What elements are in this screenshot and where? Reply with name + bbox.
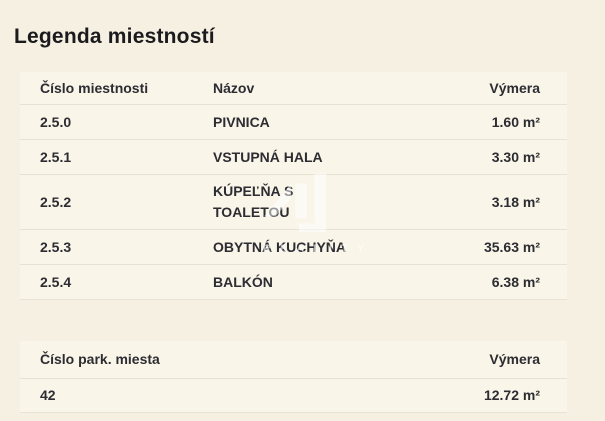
rooms-table-header-row: Číslo miestnosti Názov Výmera xyxy=(20,72,567,105)
table-row: 2.5.2 KÚPEĽŇA S TOALETOU 3.18 m² xyxy=(20,175,567,230)
parking-area: 12.72 m² xyxy=(483,387,540,403)
room-area: 3.30 m² xyxy=(491,148,540,165)
room-name: OBYTNÁ KUCHYŇA xyxy=(213,238,346,255)
parking-number: 42 xyxy=(40,387,56,403)
header-parking-number: Číslo park. miesta xyxy=(40,351,160,367)
parking-table-header-row: Číslo park. miesta Výmera xyxy=(20,341,567,379)
room-area: 35.63 m² xyxy=(483,238,540,255)
room-name: BALKÓN xyxy=(213,273,273,290)
header-room-name: Názov xyxy=(213,79,255,96)
room-number: 2.5.0 xyxy=(40,113,72,130)
room-name: KÚPEĽŇA S TOALETOU xyxy=(213,183,294,220)
parking-table: Číslo park. miesta Výmera 42 12.72 m² xyxy=(20,341,567,413)
rooms-table: Číslo miestnosti Názov Výmera 2.5.0 PIVN… xyxy=(20,72,567,300)
page-title: Legenda miestností xyxy=(14,25,215,48)
header-room-area: Výmera xyxy=(489,79,540,96)
table-row: 42 12.72 m² xyxy=(20,379,567,413)
table-row: 2.5.3 OBYTNÁ KUCHYŇA 35.63 m² xyxy=(20,230,567,265)
header-room-number: Číslo miestnosti xyxy=(40,79,149,96)
room-number: 2.5.3 xyxy=(40,238,72,255)
room-area: 6.38 m² xyxy=(491,273,540,290)
table-row: 2.5.1 VSTUPNÁ HALA 3.30 m² xyxy=(20,140,567,175)
room-area: 3.18 m² xyxy=(491,193,540,210)
table-row: 2.5.0 PIVNICA 1.60 m² xyxy=(20,105,567,140)
room-name: PIVNICA xyxy=(213,113,270,130)
room-name: VSTUPNÁ HALA xyxy=(213,148,323,165)
table-row: 2.5.4 BALKÓN 6.38 m² xyxy=(20,265,567,300)
header-parking-area: Výmera xyxy=(489,351,540,367)
room-number: 2.5.4 xyxy=(40,273,72,290)
room-number: 2.5.2 xyxy=(40,193,72,210)
room-number: 2.5.1 xyxy=(40,148,72,165)
room-area: 1.60 m² xyxy=(491,113,540,130)
